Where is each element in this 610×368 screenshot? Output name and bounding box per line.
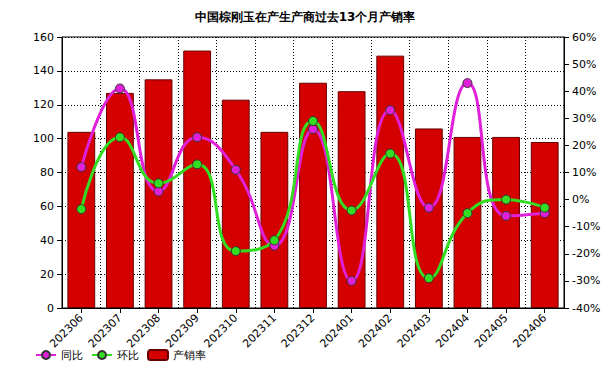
svg-text:-40%: -40% [572, 302, 600, 315]
svg-text:20%: 20% [572, 139, 596, 152]
svg-text:-30%: -30% [572, 274, 600, 287]
svg-text:202404: 202404 [433, 311, 472, 350]
svg-text:202402: 202402 [356, 311, 395, 350]
svg-text:120: 120 [33, 98, 54, 111]
svg-text:202406: 202406 [510, 311, 549, 350]
svg-text:60: 60 [40, 200, 54, 213]
svg-text:202311: 202311 [240, 311, 279, 350]
svg-text:100: 100 [33, 132, 54, 145]
svg-text:60%: 60% [572, 31, 596, 44]
svg-text:202403: 202403 [395, 311, 434, 350]
svg-text:80: 80 [40, 166, 54, 179]
svg-text:140: 140 [33, 64, 54, 77]
svg-text:环比: 环比 [117, 349, 139, 362]
svg-text:202310: 202310 [202, 311, 241, 350]
svg-text:中国棕刚玉在产生产商过去13个月产销率: 中国棕刚玉在产生产商过去13个月产销率 [195, 10, 416, 24]
svg-text:202405: 202405 [472, 311, 511, 350]
svg-text:0: 0 [47, 302, 54, 315]
svg-text:202309: 202309 [163, 311, 202, 350]
svg-text:160: 160 [33, 31, 54, 44]
svg-text:202308: 202308 [124, 311, 163, 350]
svg-text:-10%: -10% [572, 220, 600, 233]
svg-text:202312: 202312 [279, 311, 318, 350]
svg-text:10%: 10% [572, 166, 596, 179]
svg-text:202307: 202307 [86, 311, 125, 350]
svg-text:0%: 0% [572, 193, 589, 206]
svg-text:40: 40 [40, 234, 54, 247]
svg-text:20: 20 [40, 268, 54, 281]
svg-text:-20%: -20% [572, 247, 600, 260]
svg-text:50%: 50% [572, 58, 596, 71]
svg-text:202306: 202306 [47, 311, 86, 350]
svg-text:40%: 40% [572, 85, 596, 98]
svg-text:30%: 30% [572, 112, 596, 125]
svg-text:产销率: 产销率 [173, 349, 206, 362]
svg-text:同比: 同比 [61, 349, 83, 362]
svg-text:202401: 202401 [317, 311, 356, 350]
